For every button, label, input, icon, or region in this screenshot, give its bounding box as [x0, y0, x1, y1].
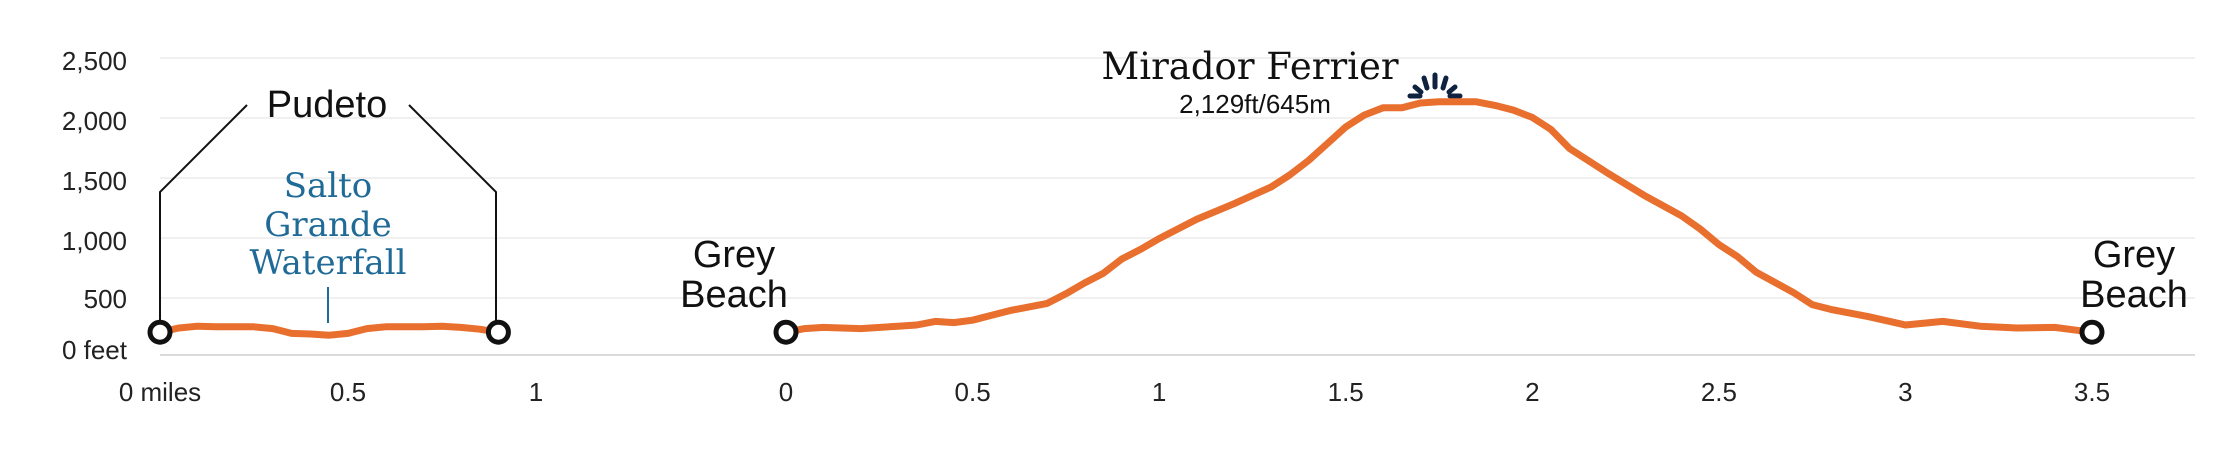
- pudeto-leader-right: [408, 104, 497, 330]
- end-point-marker: [2079, 319, 2105, 345]
- x-tick-label: 1.5: [1328, 377, 1364, 407]
- x-tick-label: 1: [529, 377, 543, 407]
- grey-beach-start-label: Grey: [693, 234, 775, 276]
- y-tick-label: 2,500: [62, 46, 127, 76]
- end-point-marker: [485, 319, 511, 345]
- x-tick-label: 1: [1152, 377, 1166, 407]
- grey-beach-end-annotation: Grey Beach: [2080, 234, 2188, 316]
- x-tick-label: 2.5: [1701, 377, 1737, 407]
- x-axis-panel-1: 0 miles 0.5 1: [119, 377, 543, 407]
- y-tick-label: 1,500: [62, 166, 127, 196]
- x-tick-label: 3.5: [2074, 377, 2110, 407]
- x-tick-label: 0.5: [955, 377, 991, 407]
- waterfall-label-line: Waterfall: [250, 243, 407, 283]
- x-tick-label: 2: [1525, 377, 1539, 407]
- trail-profile-line-2: [782, 98, 2096, 336]
- x-tick-label: 0: [779, 377, 793, 407]
- grey-beach-start-annotation: Grey Beach: [680, 234, 788, 316]
- peak-annotation: Mirador Ferrier 2,129ft/645m: [1101, 45, 1463, 119]
- waterfall-label-line: Salto: [284, 166, 373, 206]
- y-tick-label: 0 feet: [62, 335, 128, 365]
- summit-icon: [1407, 72, 1463, 99]
- pudeto-annotation: Pudeto: [159, 84, 497, 330]
- waterfall-annotation: Salto Grande Waterfall: [250, 166, 407, 323]
- endpoint-markers: [147, 319, 2105, 345]
- grid-lines: [160, 57, 2195, 356]
- x-tick-label: 3: [1898, 377, 1912, 407]
- x-tick-label: 0.5: [330, 377, 366, 407]
- y-tick-label: 2,000: [62, 106, 127, 136]
- peak-elevation-label: 2,129ft/645m: [1179, 89, 1331, 119]
- trail-profile-line-1: [156, 322, 502, 339]
- x-axis-panel-2: 0 0.5 1 1.5 2 2.5 3 3.5: [779, 377, 2110, 407]
- x-tick-label: 0 miles: [119, 377, 201, 407]
- grey-beach-end-label: Beach: [2080, 274, 2188, 316]
- y-axis: 2,500 2,000 1,500 1,000 500 0 feet: [62, 46, 128, 365]
- pudeto-label: Pudeto: [267, 84, 387, 126]
- grey-beach-end-label: Grey: [2093, 234, 2175, 276]
- start-point-marker: [773, 319, 799, 345]
- y-tick-label: 1,000: [62, 226, 127, 256]
- waterfall-label-line: Grande: [264, 205, 391, 245]
- start-point-marker: [147, 319, 173, 345]
- pudeto-leader-left: [159, 104, 248, 330]
- peak-name-label: Mirador Ferrier: [1101, 45, 1399, 88]
- y-tick-label: 500: [84, 284, 127, 314]
- grey-beach-start-label: Beach: [680, 274, 788, 316]
